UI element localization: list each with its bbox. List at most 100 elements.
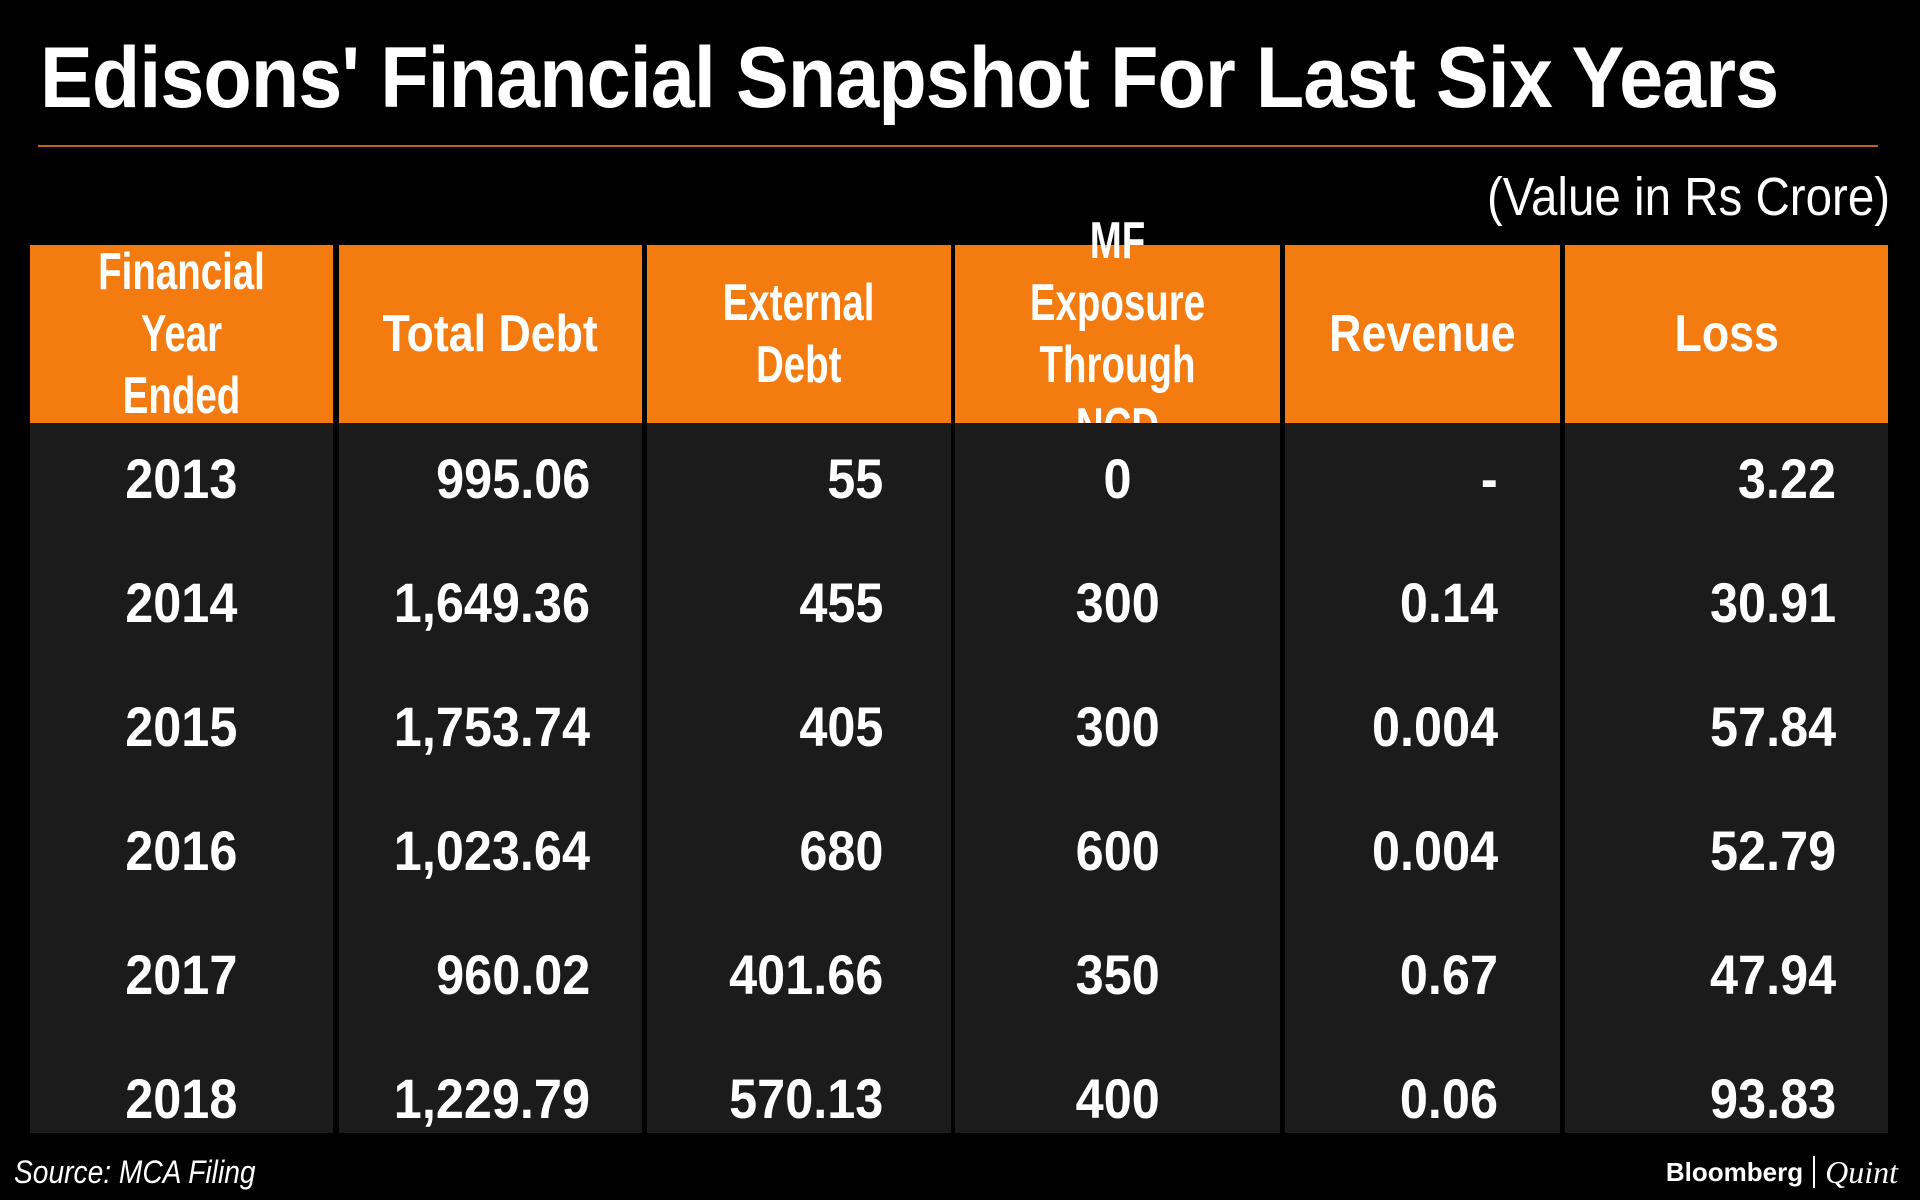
cell-total-debt: 995.06 xyxy=(339,416,642,540)
cell-value: 1,023.64 xyxy=(393,818,590,882)
cell-revenue: 0.004 xyxy=(1285,788,1560,912)
cell-value: 300 xyxy=(1075,694,1160,758)
brand-logo: Bloomberg Quint xyxy=(1666,1150,1898,1194)
header-revenue: Revenue xyxy=(1285,245,1560,423)
cell-financial-year: 2013 xyxy=(30,416,333,540)
cell-total-debt: 1,023.64 xyxy=(339,788,642,912)
cell-value: 55 xyxy=(826,446,883,510)
column-background xyxy=(1285,423,1560,1133)
cell-value: 3.22 xyxy=(1737,446,1836,510)
cell-value: 93.83 xyxy=(1709,1066,1836,1130)
cell-loss: 52.79 xyxy=(1565,788,1888,912)
cell-value: 401.66 xyxy=(728,942,883,1006)
cell-revenue: 0.004 xyxy=(1285,664,1560,788)
cell-loss: 93.83 xyxy=(1565,1036,1888,1160)
cell-financial-year: 2018 xyxy=(30,1036,333,1160)
header-total-debt: Total Debt xyxy=(339,245,642,423)
cell-value: 52.79 xyxy=(1709,818,1836,882)
cell-value: 47.94 xyxy=(1709,942,1836,1006)
cell-external-debt: 680 xyxy=(647,788,951,912)
column-background xyxy=(647,423,951,1133)
cell-external-debt: 401.66 xyxy=(647,912,951,1036)
cell-value: 400 xyxy=(1075,1066,1160,1130)
cell-value: 1,753.74 xyxy=(393,694,590,758)
cell-mf-exposure: 600 xyxy=(955,788,1280,912)
cell-value: 1,649.36 xyxy=(393,570,590,634)
cell-external-debt: 405 xyxy=(647,664,951,788)
cell-value: 2013 xyxy=(125,446,238,510)
cell-value: 0.67 xyxy=(1399,942,1498,1006)
logo-divider xyxy=(1813,1156,1816,1188)
cell-value: 680 xyxy=(798,818,883,882)
logo-brand: Bloomberg xyxy=(1665,1156,1804,1187)
column-background xyxy=(339,423,642,1133)
column-background xyxy=(1565,423,1888,1133)
cell-value: 0.06 xyxy=(1399,1066,1498,1130)
cell-total-debt: 1,229.79 xyxy=(339,1036,642,1160)
table-row: 2015 1,753.74 405 300 0.004 57.84 xyxy=(30,664,1888,788)
cell-value: 995.06 xyxy=(435,446,590,510)
cell-total-debt: 1,753.74 xyxy=(339,664,642,788)
table-row: 2018 1,229.79 570.13 400 0.06 93.83 xyxy=(30,1036,1888,1160)
header-loss: Loss xyxy=(1565,245,1888,423)
cell-value: 300 xyxy=(1075,570,1160,634)
cell-value: 570.13 xyxy=(728,1066,883,1130)
cell-loss: 57.84 xyxy=(1565,664,1888,788)
cell-value: 1,229.79 xyxy=(393,1066,590,1130)
table-row: 2016 1,023.64 680 600 0.004 52.79 xyxy=(30,788,1888,912)
logo-sub: Quint xyxy=(1825,1153,1898,1190)
source-note: Source: MCA Filing xyxy=(14,1154,256,1190)
cell-value: 0.004 xyxy=(1371,818,1498,882)
cell-total-debt: 960.02 xyxy=(339,912,642,1036)
cell-financial-year: 2014 xyxy=(30,540,333,664)
header-financial-year: Financial Year Ended xyxy=(30,243,333,425)
cell-loss: 47.94 xyxy=(1565,912,1888,1036)
cell-mf-exposure: 400 xyxy=(955,1036,1280,1160)
table-header-row: Financial Year Ended Total Debt External D… xyxy=(30,212,1888,456)
cell-value: 2016 xyxy=(125,818,238,882)
cell-value: 600 xyxy=(1075,818,1160,882)
cell-revenue: 0.14 xyxy=(1285,540,1560,664)
cell-mf-exposure: 300 xyxy=(955,664,1280,788)
cell-financial-year: 2016 xyxy=(30,788,333,912)
cell-mf-exposure: 350 xyxy=(955,912,1280,1036)
cell-value: 0.14 xyxy=(1399,570,1498,634)
cell-value: 350 xyxy=(1075,942,1160,1006)
cell-value: 0.004 xyxy=(1371,694,1498,758)
cell-value: 2018 xyxy=(125,1066,238,1130)
cell-value: 2015 xyxy=(125,694,238,758)
cell-revenue: - xyxy=(1285,416,1560,540)
title-divider xyxy=(38,145,1878,147)
cell-value: 960.02 xyxy=(435,942,590,1006)
table-body: 2013 995.06 55 0 - 3.22 2014 1,649.36 455 300 0.14… xyxy=(30,423,1888,1133)
cell-financial-year: 2017 xyxy=(30,912,333,1036)
cell-value: 2017 xyxy=(125,942,238,1006)
table-row: 2017 960.02 401.66 350 0.67 47.94 xyxy=(30,912,1888,1036)
cell-value: 0 xyxy=(1103,446,1132,510)
cell-value: - xyxy=(1481,446,1498,510)
cell-value: 2014 xyxy=(125,570,238,634)
cell-value: 405 xyxy=(798,694,883,758)
cell-revenue: 0.06 xyxy=(1285,1036,1560,1160)
cell-loss: 3.22 xyxy=(1565,416,1888,540)
column-background xyxy=(30,423,333,1133)
cell-mf-exposure: 0 xyxy=(955,416,1280,540)
cell-total-debt: 1,649.36 xyxy=(339,540,642,664)
cell-mf-exposure: 300 xyxy=(955,540,1280,664)
financial-table: Financial Year Ended Total Debt External D… xyxy=(30,212,1888,1133)
table-row: 2013 995.06 55 0 - 3.22 xyxy=(30,416,1888,540)
header-external-debt: External Debt xyxy=(647,245,951,423)
cell-value: 57.84 xyxy=(1709,694,1836,758)
cell-external-debt: 55 xyxy=(647,416,951,540)
column-background xyxy=(955,423,1280,1133)
cell-external-debt: 570.13 xyxy=(647,1036,951,1160)
table-row: 2014 1,649.36 455 300 0.14 30.91 xyxy=(30,540,1888,664)
chart-title: Edisons' Financial Snapshot For Last Six… xyxy=(40,30,1779,126)
cell-value: 30.91 xyxy=(1709,570,1836,634)
cell-value: 455 xyxy=(798,570,883,634)
cell-revenue: 0.67 xyxy=(1285,912,1560,1036)
cell-external-debt: 455 xyxy=(647,540,951,664)
cell-financial-year: 2015 xyxy=(30,664,333,788)
cell-loss: 30.91 xyxy=(1565,540,1888,664)
